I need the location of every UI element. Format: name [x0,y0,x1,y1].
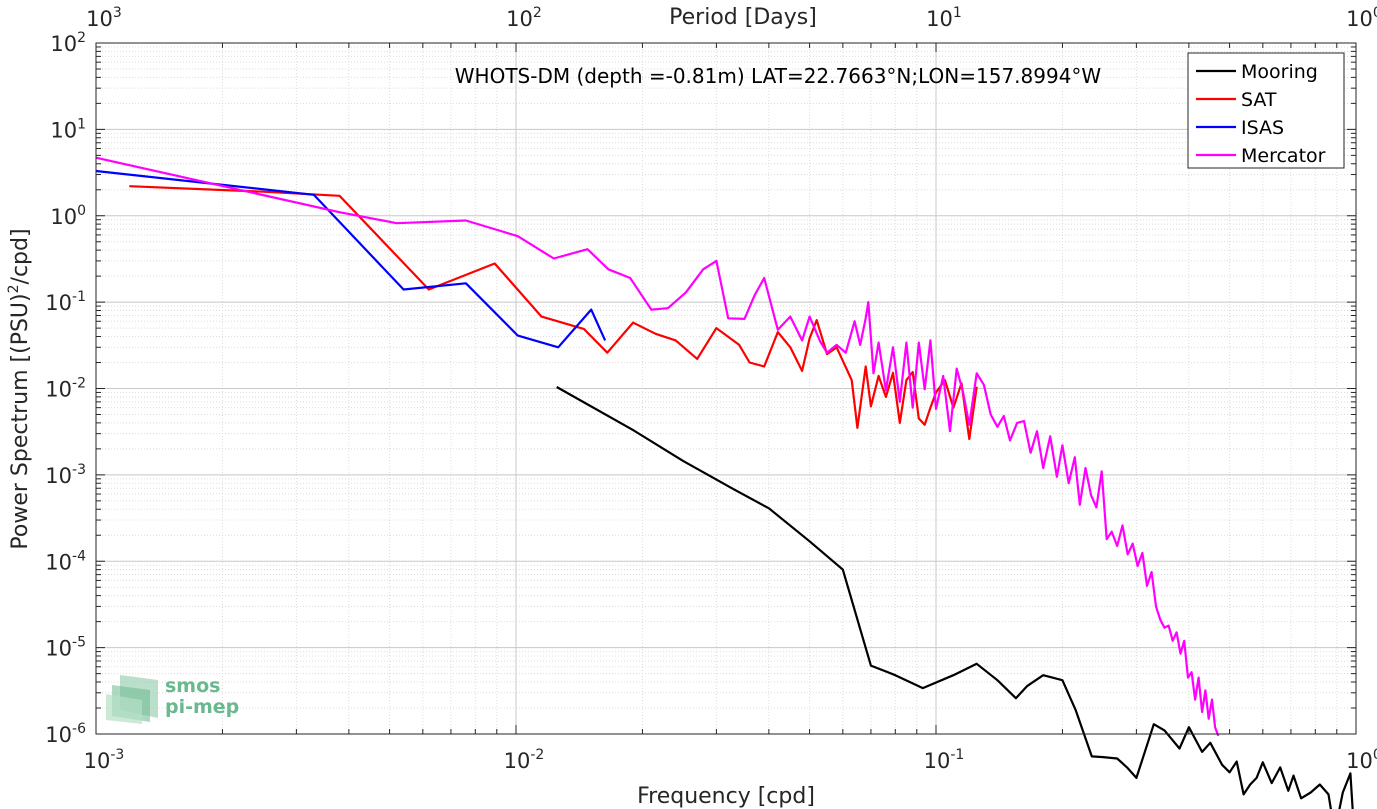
series-line-sat [129,185,978,441]
top-tick-label: 101 [926,5,962,31]
top-tick-label: 102 [506,5,542,31]
y-tick-label: 10-1 [45,289,86,315]
y-tick-label: 102 [50,30,86,56]
legend-box [1187,52,1345,169]
y-tick-label: 10-4 [45,548,86,574]
smos-pimep-logo: smos pi-mep [106,675,239,724]
x-tick-label: 10-2 [504,747,545,773]
top-tick-label: 103 [86,5,122,31]
logo-text-smos: smos [165,675,220,697]
y-axis-label: Power Spectrum [(PSU)2/cpd] [6,228,33,549]
tick-marks [95,42,1357,735]
series-line-mercator [95,156,1220,737]
y-tick-label: 10-2 [45,376,86,402]
logo-text-pimep: pi-mep [165,696,239,718]
legend-label: ISAS [1241,117,1284,139]
x-tick-label: 100 [1346,747,1377,773]
chart-title: WHOTS-DM (depth =-0.81m) LAT=22.7663°N;L… [455,64,1102,88]
top-tick-label: 100 [1346,5,1377,31]
y-tick-label: 10-3 [45,462,86,488]
series-line-mooring [556,386,1354,809]
series-layer [95,156,1354,809]
legend: Mooring SAT ISAS Mercator [1187,52,1345,169]
legend-label: Mercator [1241,145,1326,167]
y-tick-label: 10-5 [45,635,86,661]
top-axis-label: Period [Days] [669,5,817,30]
y-tick-label: 101 [50,116,86,142]
y-tick-label: 10-6 [45,721,86,747]
x-axis-label: Frequency [cpd] [637,784,815,809]
tick-labels: 10-310-210-110010310210110010-610-510-41… [45,5,1377,773]
logo-layer [106,694,142,724]
legend-label: SAT [1241,89,1277,111]
y-tick-label: 100 [50,203,86,229]
x-tick-label: 10-1 [924,747,965,773]
legend-label: Mooring [1241,61,1318,83]
x-tick-label: 10-3 [84,747,125,773]
